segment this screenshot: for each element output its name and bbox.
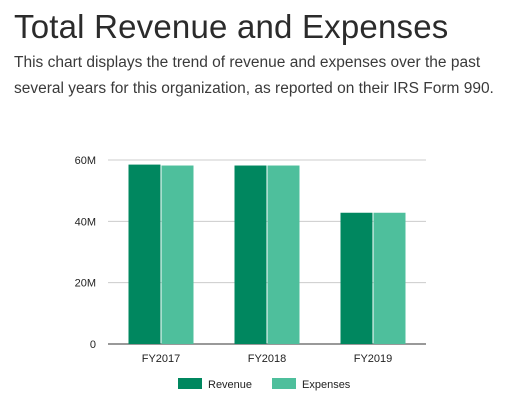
x-tick-label: FY2019 — [354, 353, 393, 365]
bar-expenses-fy2018[interactable] — [267, 165, 300, 344]
bars — [128, 164, 406, 344]
bar-expenses-fy2017[interactable] — [161, 165, 194, 344]
bar-expenses-fy2019[interactable] — [373, 212, 406, 344]
legend-label-revenue: Revenue — [208, 379, 252, 391]
x-tick-label: FY2017 — [142, 353, 181, 365]
y-tick-label: 40M — [75, 216, 96, 228]
y-tick-label: 20M — [75, 278, 96, 290]
chart-description: This chart displays the trend of revenue… — [14, 54, 494, 97]
y-tick-label: 60M — [75, 155, 96, 167]
x-tick-label: FY2018 — [248, 353, 287, 365]
page-title: Total Revenue and Expenses — [14, 8, 449, 45]
y-axis-ticks: 0 20M 40M 60M — [75, 155, 96, 351]
bar-revenue-fy2017[interactable] — [128, 164, 161, 344]
legend-swatch-revenue — [178, 378, 202, 389]
legend-label-expenses: Expenses — [302, 379, 351, 391]
x-axis-ticks: FY2017 FY2018 FY2019 — [142, 353, 393, 365]
legend-swatch-expenses — [272, 378, 296, 389]
legend: Revenue Expenses — [178, 378, 351, 391]
bar-revenue-fy2018[interactable] — [234, 165, 267, 344]
y-tick-label: 0 — [90, 339, 96, 351]
gridlines — [108, 159, 426, 345]
bar-revenue-fy2019[interactable] — [340, 212, 373, 344]
